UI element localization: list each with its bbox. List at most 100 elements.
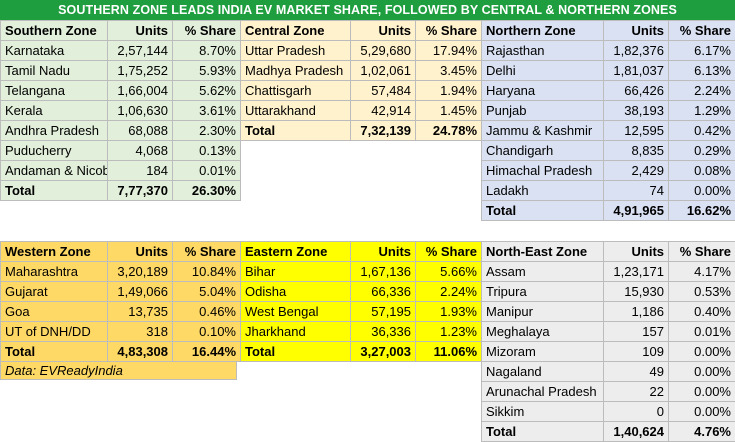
state-share-cell: 17.94% bbox=[416, 41, 482, 61]
sheet-title-banner: SOUTHERN ZONE LEADS INDIA EV MARKET SHAR… bbox=[0, 0, 735, 20]
state-share-cell: 5.04% bbox=[173, 282, 241, 302]
state-units-cell: 4,068 bbox=[108, 141, 173, 161]
state-units-cell: 36,336 bbox=[351, 322, 416, 342]
state-units-cell: 1,06,630 bbox=[108, 101, 173, 121]
state-name-cell: Tripura bbox=[482, 282, 604, 302]
data-source-note: Data: EVReadyIndia bbox=[0, 361, 237, 380]
state-name-cell: Rajasthan bbox=[482, 41, 604, 61]
total-share-cell: 4.76% bbox=[669, 422, 735, 442]
state-name-cell: Maharashtra bbox=[1, 262, 108, 282]
state-share-cell: 5.66% bbox=[416, 262, 482, 282]
state-name-cell: Telangana bbox=[1, 81, 108, 101]
state-units-cell: 109 bbox=[604, 342, 669, 362]
state-share-cell: 1.23% bbox=[416, 322, 482, 342]
share-column-header: % Share bbox=[669, 21, 735, 41]
total-label-cell: Total bbox=[241, 121, 351, 141]
state-units-cell: 74 bbox=[604, 181, 669, 201]
state-share-cell: 0.40% bbox=[669, 302, 735, 322]
state-units-cell: 2,57,144 bbox=[108, 41, 173, 61]
state-name-cell: UT of DNH/DD bbox=[1, 322, 108, 342]
state-share-cell: 1.29% bbox=[669, 101, 735, 121]
state-units-cell: 2,429 bbox=[604, 161, 669, 181]
state-units-cell: 318 bbox=[108, 322, 173, 342]
state-units-cell: 42,914 bbox=[351, 101, 416, 121]
state-name-cell: Punjab bbox=[482, 101, 604, 121]
total-label-cell: Total bbox=[1, 181, 108, 201]
zone-name-header: Central Zone bbox=[241, 21, 351, 41]
zone-name-header: Southern Zone bbox=[1, 21, 108, 41]
state-units-cell: 1,186 bbox=[604, 302, 669, 322]
state-name-cell: Meghalaya bbox=[482, 322, 604, 342]
state-share-cell: 0.01% bbox=[669, 322, 735, 342]
zone-name-header: Western Zone bbox=[1, 242, 108, 262]
state-units-cell: 57,195 bbox=[351, 302, 416, 322]
total-label-cell: Total bbox=[241, 342, 351, 362]
state-units-cell: 3,20,189 bbox=[108, 262, 173, 282]
state-share-cell: 0.00% bbox=[669, 181, 735, 201]
state-units-cell: 15,930 bbox=[604, 282, 669, 302]
total-share-cell: 16.44% bbox=[173, 342, 241, 362]
state-units-cell: 157 bbox=[604, 322, 669, 342]
state-units-cell: 1,81,037 bbox=[604, 61, 669, 81]
total-units-cell: 4,91,965 bbox=[604, 201, 669, 221]
units-column-header: Units bbox=[604, 242, 669, 262]
state-units-cell: 184 bbox=[108, 161, 173, 181]
state-units-cell: 38,193 bbox=[604, 101, 669, 121]
state-share-cell: 1.93% bbox=[416, 302, 482, 322]
state-share-cell: 8.70% bbox=[173, 41, 241, 61]
state-share-cell: 0.01% bbox=[173, 161, 241, 181]
state-units-cell: 66,426 bbox=[604, 81, 669, 101]
state-units-cell: 1,23,171 bbox=[604, 262, 669, 282]
zone-name-header: Northern Zone bbox=[482, 21, 604, 41]
state-name-cell: Jammu & Kashmir bbox=[482, 121, 604, 141]
state-units-cell: 8,835 bbox=[604, 141, 669, 161]
share-column-header: % Share bbox=[669, 242, 735, 262]
state-name-cell: Sikkim bbox=[482, 402, 604, 422]
state-share-cell: 0.13% bbox=[173, 141, 241, 161]
state-name-cell: Arunachal Pradesh bbox=[482, 382, 604, 402]
state-share-cell: 0.00% bbox=[669, 342, 735, 362]
state-name-cell: Chandigarh bbox=[482, 141, 604, 161]
units-column-header: Units bbox=[108, 242, 173, 262]
state-share-cell: 6.13% bbox=[669, 61, 735, 81]
state-share-cell: 0.00% bbox=[669, 402, 735, 422]
state-name-cell: Uttar Pradesh bbox=[241, 41, 351, 61]
state-share-cell: 0.00% bbox=[669, 382, 735, 402]
state-name-cell: Uttarakhand bbox=[241, 101, 351, 121]
state-units-cell: 1,49,066 bbox=[108, 282, 173, 302]
state-name-cell: Andhra Pradesh bbox=[1, 121, 108, 141]
